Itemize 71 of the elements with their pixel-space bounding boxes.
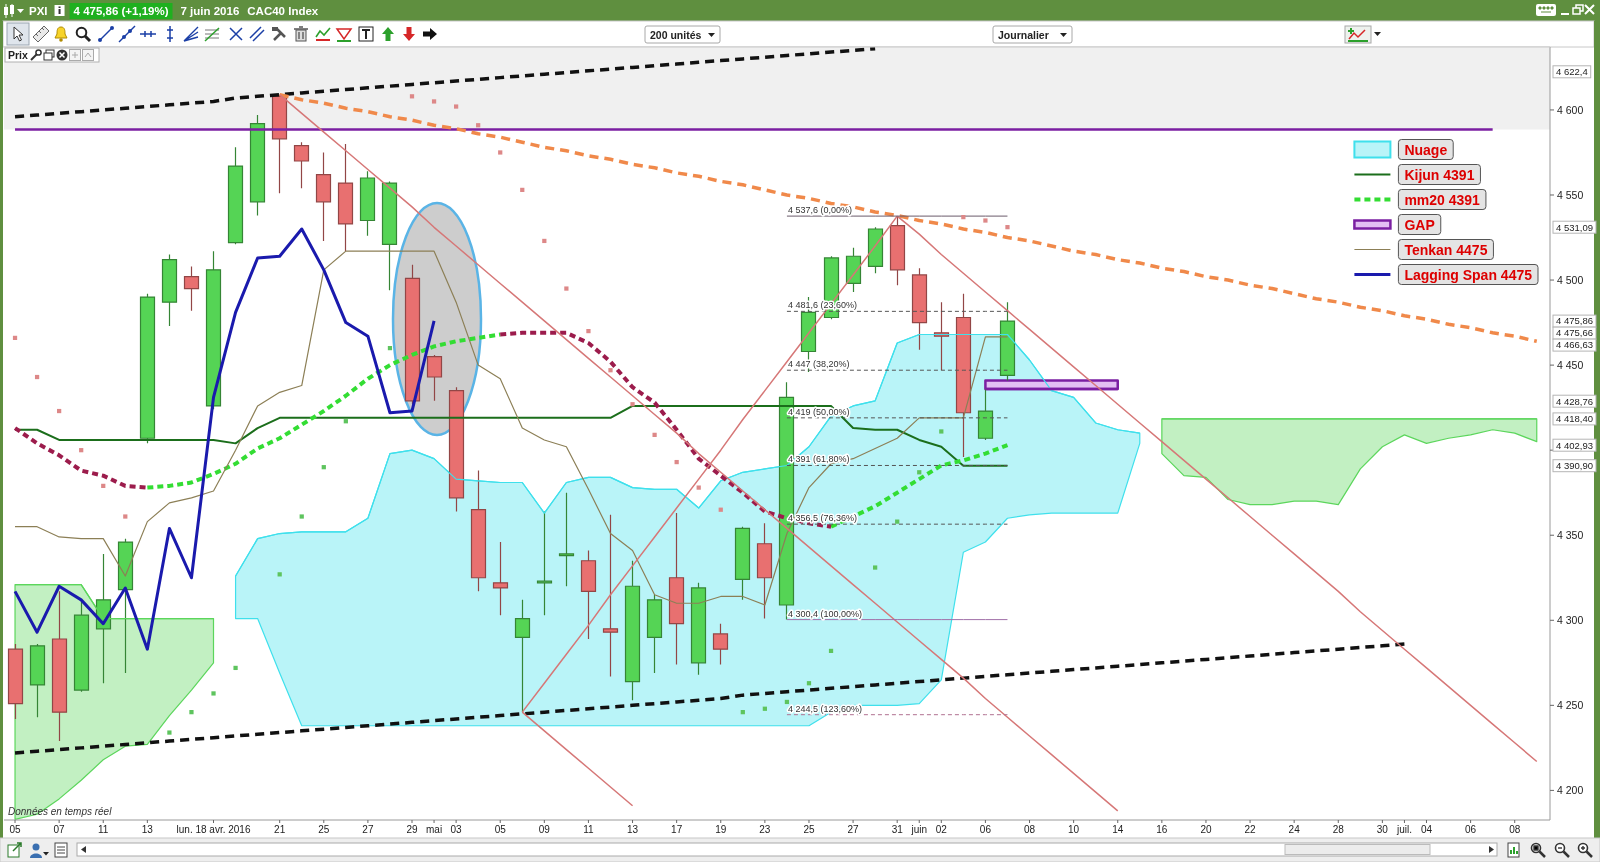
x-tick-label: 02 [935, 824, 948, 835]
x-tick-label: 05 [9, 824, 22, 835]
legend-label: Nuage [1404, 141, 1448, 158]
x-tick-label: 25 [318, 824, 330, 835]
x-tick-label: 27 [847, 824, 860, 835]
y-tick-label: 4 550 [1557, 188, 1584, 201]
x-tick-label: 22 [1244, 824, 1257, 835]
x-tick-label: 06 [1465, 824, 1477, 835]
x-tick-label: 25 [803, 824, 815, 835]
x-tick-label: mai [425, 824, 443, 835]
x-tick-label: 16 [1156, 824, 1168, 835]
text: 200 unités [650, 28, 702, 41]
y-tick-label: 4 250 [1557, 699, 1584, 712]
x-tick-label: 21 [274, 824, 286, 835]
text: Journalier [998, 28, 1049, 41]
x-tick-label: 27 [362, 824, 374, 835]
text: 4 622,4 [1556, 66, 1588, 78]
x-tick-label: 17 [671, 824, 683, 835]
x-tick-label: 19 [715, 824, 727, 835]
annotation: 4 391 (61,80%) [787, 454, 850, 465]
text: PXI [29, 5, 48, 17]
text: 4 531,09 [1556, 221, 1593, 233]
x-tick-label: 11 [583, 824, 595, 835]
text: 4 402,93 [1556, 439, 1593, 451]
x-tick-label: 20 [1200, 824, 1212, 835]
x-tick-label: 03 [450, 824, 463, 835]
x-tick-label: 23 [759, 824, 771, 835]
x-tick-label: 13 [141, 824, 154, 835]
x-tick-label: 29 [406, 824, 418, 835]
y-tick-label: 4 200 [1557, 784, 1584, 797]
x-tick-label: 24 [1288, 824, 1301, 835]
x-tick-label: 10 [1068, 824, 1080, 835]
chart-subtitle: 7 juin 2016 [180, 5, 240, 17]
x-tick-label: 13 [626, 824, 639, 835]
legend-label: Lagging Span 4475 [1404, 266, 1533, 283]
text: 4 418,40 [1556, 413, 1593, 425]
x-tick-label: 06 [979, 824, 992, 835]
y-tick-label: 4 600 [1557, 103, 1584, 116]
y-tick-label: 4 500 [1557, 273, 1584, 286]
text: 4 475,86 [1556, 315, 1593, 327]
text: 4 475,66 [1556, 327, 1593, 339]
x-tick-label: lun. 18 avr. 2016 [176, 824, 251, 835]
x-tick-label: 28 [1332, 824, 1345, 835]
annotation: 4 300,4 (100,00%) [787, 608, 862, 619]
y-tick-label: 4 350 [1557, 528, 1584, 541]
annotation: Données en temps réel [8, 806, 113, 817]
x-tick-label: juin [910, 824, 928, 835]
x-tick-label: 14 [1112, 824, 1124, 835]
x-tick-label: 08 [1509, 824, 1521, 835]
annotation: Prix [8, 49, 29, 61]
x-tick-label: 31 [891, 824, 904, 835]
text: 4 428,76 [1556, 395, 1593, 407]
y-tick-label: 4 300 [1557, 613, 1584, 626]
x-tick-label: 11 [98, 824, 109, 835]
x-tick-label: juil. [1395, 824, 1412, 835]
y-tick-label: 4 450 [1557, 358, 1584, 371]
annotation: 4 537,6 (0,00%) [787, 205, 852, 216]
x-tick-label: 08 [1023, 824, 1036, 835]
text: 4 466,63 [1556, 339, 1593, 351]
legend-label: GAP [1404, 216, 1435, 233]
x-tick-label: 30 [1376, 824, 1389, 835]
legend-label: mm20 4391 [1404, 191, 1481, 208]
text: 4 475,86 (+1,19%) [73, 5, 169, 17]
legend-label: Kijun 4391 [1404, 166, 1475, 183]
x-tick-label: 09 [538, 824, 551, 835]
x-tick-label: 04 [1420, 824, 1433, 835]
text: 4 390,90 [1556, 460, 1593, 472]
chart-title: CAC40 Index [247, 5, 319, 17]
x-tick-label: 05 [494, 824, 507, 835]
legend-label: Tenkan 4475 [1404, 241, 1488, 258]
x-tick-label: 07 [53, 824, 66, 835]
